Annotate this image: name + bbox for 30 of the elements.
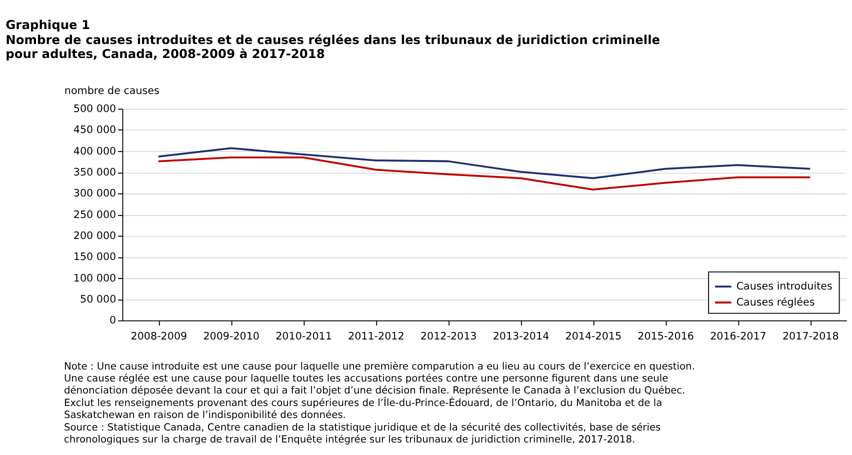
y-axis-title: nombre de causes (64, 85, 160, 98)
y-tick-label: 300 000 (73, 188, 116, 200)
y-tick-label: 150 000 (73, 251, 116, 264)
source-note: Source : Statistique Canada, Centre canadien de la statistique juridique et de la sécurité des collectivités, base de séries chronologiques sur la charge de travail de l’Enquête intégrée sur les tribunaux de juridiction criminelle, 2017-2018. (64, 422, 661, 446)
x-tick-label: 2012-2013 (420, 330, 477, 343)
text: Note : Une cause introduite est une cause pour laquelle une première comparution a eu lieu au cours de l’exercice en question. Une cause réglée est une cause pour laquelle toutes les accusations portées contre une personne figurent dans une seule dénonciation déposée devant la cour et qui a fait l’objet d’une décision finale. Représente le Canada à l’exclusion du Québec. Exclut les renseignements provenant des cours supérieures de l’Île-du-Prince-Édouard, de l’Ontario, du Manitoba et de la Saskatchewan en raison de l’indisponibilité des données. (64, 361, 695, 422)
y-tick-label: 250 000 (73, 208, 116, 221)
x-tick-label: 2014-2015 (565, 330, 622, 343)
y-tick-label: 350 000 (73, 166, 116, 179)
y-tick-label: 100 000 (73, 272, 116, 284)
y-tick-label: 500 000 (73, 103, 116, 116)
chart-subtitle: Nombre de causes introduites et de causes réglées dans les tribunaux de juridiction criminelle pour adultes, Canada, 2008-2009 à 2017-2018 (6, 32, 660, 61)
x-tick-label: 2008-2009 (130, 330, 188, 343)
y-tick-label: 200 000 (73, 230, 116, 242)
y-tick-label: 450 000 (73, 124, 116, 136)
x-tick-label: 2017-2018 (782, 330, 839, 343)
chart-title: Graphique 1 (6, 18, 90, 32)
line-series (158, 156, 812, 191)
x-tick-label: 2009-2010 (203, 330, 260, 343)
y-tick-label: 50 000 (80, 294, 116, 306)
x-tick-label: 2015-2016 (638, 330, 694, 343)
x-tick-label: 2016-2017 (710, 330, 766, 343)
line-series (158, 147, 812, 180)
x-tick-label: 2013-2014 (492, 330, 550, 343)
y-tick-label: 0 (110, 314, 116, 327)
x-tick-label: 2011-2012 (348, 330, 404, 343)
legend-label: Causes réglées (736, 296, 815, 308)
x-tick-label: 2010-2011 (276, 330, 332, 343)
y-tick-label: 400 000 (73, 145, 116, 158)
legend-label: Causes introduites (736, 280, 832, 292)
